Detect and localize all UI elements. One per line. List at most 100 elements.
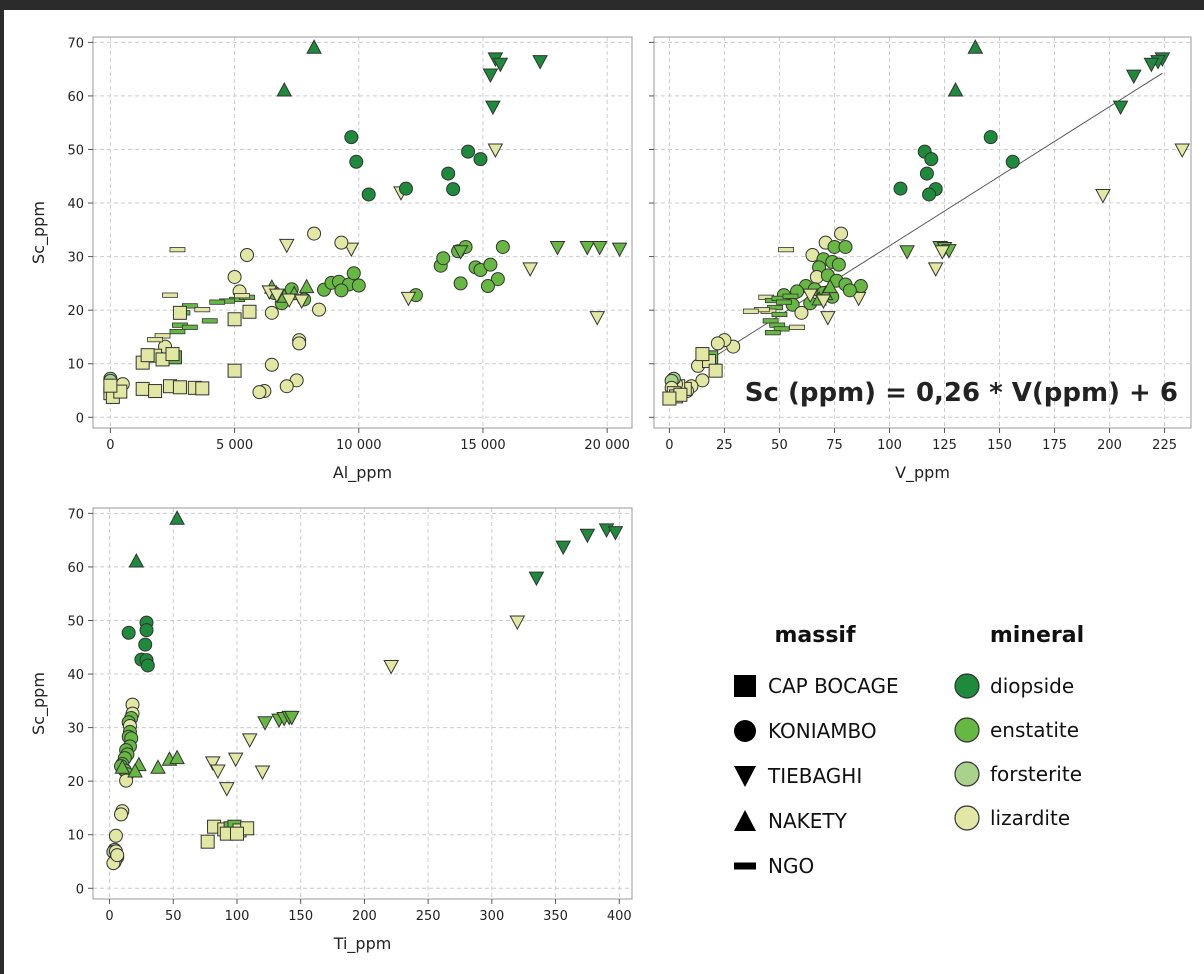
legend-swatch-forsterite xyxy=(954,761,980,787)
data-point-tri-down-lizardite xyxy=(934,245,951,260)
data-point-dash-enstatite xyxy=(762,318,779,324)
x-tick-label: 20 000 xyxy=(584,438,630,453)
y-tick-label: 60 xyxy=(67,90,84,105)
data-point-tri-down-lizardite xyxy=(210,764,226,780)
data-point-circle-diopside xyxy=(446,182,461,197)
data-point-circle-diopside xyxy=(461,144,476,159)
x-tick-label: 75 xyxy=(826,438,843,453)
scatter-panel-al: 0 5 000 10 000 15 000 20 000 0 10 20 30 40 50 60 70 A… xyxy=(29,36,633,483)
x-axis-label: V_ppm xyxy=(895,463,950,483)
data-point-circle-diopside xyxy=(922,187,937,202)
data-point-tri-down-enstatite xyxy=(611,242,628,258)
data-point-tri-down-enstatite xyxy=(283,710,300,726)
data-point-tri-down-lizardite xyxy=(802,288,819,304)
x-tick-label: 25 xyxy=(716,438,733,453)
legend-mineral-label: diopside xyxy=(990,674,1074,698)
data-point-circle-lizardite xyxy=(264,357,279,372)
x-tick-label: 0 xyxy=(665,438,673,453)
data-point-circle-enstatite xyxy=(483,257,498,272)
data-point-dash-lizardite xyxy=(194,307,211,313)
data-point-tri-down-diopside xyxy=(1125,69,1142,85)
data-point-circle-diopside xyxy=(361,187,376,202)
data-point-circle-enstatite xyxy=(842,283,857,298)
data-point-circle-enstatite xyxy=(334,283,349,298)
data-point-circle-diopside xyxy=(983,130,998,145)
data-point-circle-lizardite xyxy=(834,226,849,241)
legend-massif-label: NAKETY xyxy=(768,809,848,833)
data-point-tri-up-enstatite xyxy=(169,749,185,765)
data-point-tri-down-enstatite xyxy=(452,245,469,260)
data-point-tri-down-diopside xyxy=(579,528,596,544)
data-point-dash-enstatite xyxy=(764,330,781,336)
data-point-circle-diopside xyxy=(138,637,153,652)
x-tick-label: 0 xyxy=(105,909,113,924)
data-point-circle-diopside xyxy=(924,152,939,167)
data-point-tri-down-enstatite xyxy=(899,245,915,260)
data-point-tri-up-diopside xyxy=(306,39,322,54)
x-tick-label: 300 xyxy=(479,909,504,924)
data-point-circle-lizardite xyxy=(264,305,279,320)
data-point-tri-down-diopside xyxy=(1143,57,1160,73)
data-point-tri-down-diopside xyxy=(492,57,509,73)
circle-icon xyxy=(734,720,756,742)
data-point-tri-down-enstatite xyxy=(549,240,566,256)
data-point-circle-diopside xyxy=(1005,154,1020,169)
dash-icon xyxy=(734,862,756,870)
data-point-tri-up-diopside xyxy=(169,510,185,525)
data-point-circle-diopside xyxy=(349,154,364,169)
x-axis-label: Al_ppm xyxy=(333,463,392,483)
regression-equation: Sc (ppm) = 0,26 * V(ppm) + 6 xyxy=(745,378,1178,408)
y-tick-label: 50 xyxy=(67,143,84,158)
data-point-tri-down-diopside xyxy=(607,526,624,541)
data-point-circle-diopside xyxy=(139,623,154,638)
plot-area xyxy=(92,507,633,900)
data-point-dash-enstatite xyxy=(771,311,788,318)
triangle-up-icon xyxy=(734,810,756,831)
legend: massif mineral CAP BOCAGE KONIAMBO TIEBAGHI N… xyxy=(734,623,1084,878)
data-point-tri-down-diopside xyxy=(1112,100,1129,116)
data-point-tri-down-lizardite xyxy=(268,288,285,304)
data-point-dash-enstatite xyxy=(181,324,198,330)
x-tick-label: 50 xyxy=(165,909,182,924)
legend-massif-label: KONIAMBO xyxy=(768,719,877,743)
data-point-circle-diopside xyxy=(919,166,934,181)
data-point-circle-lizardite xyxy=(110,848,125,863)
plot-area xyxy=(92,36,633,429)
x-tick-label: 150 xyxy=(987,438,1012,453)
data-point-dash-lizardite xyxy=(234,293,250,299)
data-point-tri-up-enstatite xyxy=(127,762,143,778)
x-tick-label: 200 xyxy=(352,909,377,924)
legend-mineral-label: lizardite xyxy=(990,806,1070,830)
data-point-tri-down-lizardite xyxy=(1095,189,1111,204)
x-tick-label: 125 xyxy=(932,438,957,453)
y-axis-label: Sc_ppm xyxy=(29,201,49,264)
data-point-tri-down-lizardite xyxy=(227,752,244,768)
y-axis-label: Sc_ppm xyxy=(29,672,49,735)
triangle-down-icon xyxy=(734,766,756,787)
data-point-circle-diopside xyxy=(140,658,155,673)
data-point-tri-down-diopside xyxy=(528,571,545,587)
y-tick-label: 30 xyxy=(67,722,84,737)
x-tick-label: 100 xyxy=(877,438,902,453)
data-point-tri-down-lizardite xyxy=(815,294,832,310)
data-point-dash-enstatite xyxy=(782,293,799,299)
data-point-tri-down-lizardite xyxy=(820,311,836,326)
data-point-circle-enstatite xyxy=(453,276,468,291)
data-point-tri-down-lizardite xyxy=(589,311,606,326)
legend-mineral-label: enstatite xyxy=(990,718,1079,742)
data-point-tri-up-enstatite xyxy=(114,759,131,774)
data-point-circle-diopside xyxy=(398,181,413,196)
data-point-tri-down-lizardite xyxy=(218,782,235,797)
data-point-tri-down-lizardite xyxy=(487,143,504,159)
data-point-circle-lizardite xyxy=(307,226,322,241)
data-point-dash-lizardite xyxy=(789,324,805,330)
data-point-dash-lizardite xyxy=(778,247,794,253)
data-point-square-lizardite xyxy=(172,380,187,395)
data-point-tri-down-diopside xyxy=(532,55,548,70)
x-tick-label: 150 xyxy=(288,909,313,924)
data-point-circle-enstatite xyxy=(831,257,846,272)
legend-swatch-lizardite xyxy=(954,805,980,831)
data-point-circle-enstatite xyxy=(346,266,361,281)
